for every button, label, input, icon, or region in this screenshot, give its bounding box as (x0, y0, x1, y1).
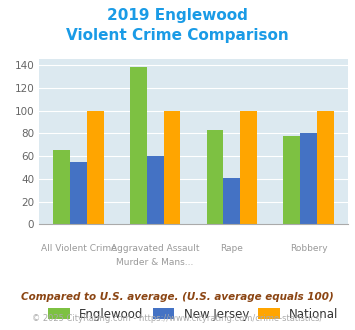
Bar (70, 162, 87, 224)
Text: Rape: Rape (220, 244, 243, 253)
Text: 2019 Englewood: 2019 Englewood (107, 8, 248, 23)
Text: Aggravated Assault: Aggravated Assault (111, 244, 200, 253)
Bar (147, 156, 164, 224)
Text: Murder & Mans...: Murder & Mans... (116, 258, 194, 267)
Bar (207, 130, 223, 224)
Bar (223, 178, 240, 224)
Text: Compared to U.S. average. (U.S. average equals 100): Compared to U.S. average. (U.S. average … (21, 292, 334, 302)
Text: All Violent Crime: All Violent Crime (40, 244, 116, 253)
Bar (317, 111, 334, 224)
Bar (53, 150, 70, 224)
Bar (300, 133, 317, 224)
Bar (283, 136, 300, 224)
Bar (87, 111, 104, 224)
Legend: Englewood, New Jersey, National: Englewood, New Jersey, National (48, 308, 339, 321)
Bar (240, 111, 257, 224)
Text: © 2025 CityRating.com - https://www.cityrating.com/crime-statistics/: © 2025 CityRating.com - https://www.city… (32, 314, 323, 323)
Bar (130, 67, 147, 224)
Text: Violent Crime Comparison: Violent Crime Comparison (66, 28, 289, 43)
Text: Robbery: Robbery (290, 244, 327, 253)
Bar (164, 111, 180, 224)
